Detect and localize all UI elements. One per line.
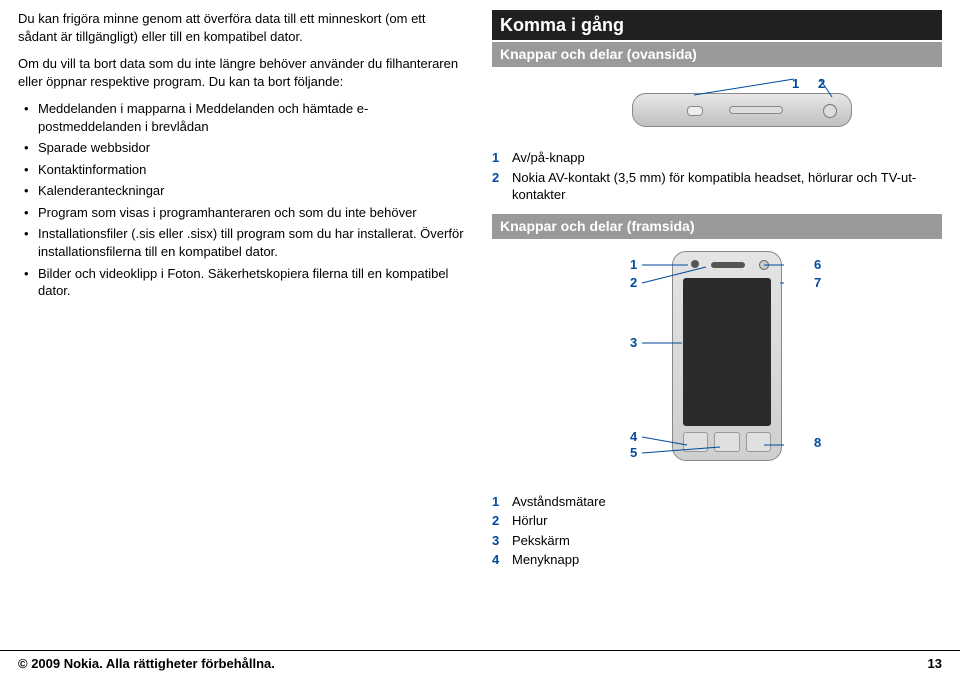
phone-top-diagram: 1 2 — [492, 75, 942, 139]
front-callout-2: 2 — [630, 275, 637, 290]
key-txt: Avståndsmätare — [512, 493, 942, 511]
sub-heading-front: Knappar och delar (framsida) — [492, 214, 942, 239]
front-callout-8: 8 — [814, 435, 821, 450]
top-callout-1: 1 — [792, 75, 799, 93]
key-row: 2 Hörlur — [492, 512, 942, 530]
list-item: Sparade webbsidor — [24, 139, 468, 157]
top-callout-2: 2 — [818, 75, 825, 93]
list-item: Bilder och videoklipp i Foton. Säkerhets… — [24, 265, 468, 300]
key-txt: Nokia AV-kontakt (3,5 mm) för kompatibla… — [512, 169, 942, 204]
key-num: 1 — [492, 493, 512, 511]
copyright: © 2009 Nokia. Alla rättigheter förbehåll… — [18, 655, 275, 673]
key-txt: Hörlur — [512, 512, 942, 530]
key-row: 2 Nokia AV-kontakt (3,5 mm) för kompatib… — [492, 169, 942, 204]
key-num: 2 — [492, 169, 512, 204]
list-item: Kalenderanteckningar — [24, 182, 468, 200]
phone-front-diagram: 1 2 3 4 5 6 7 8 — [492, 247, 942, 487]
front-callout-4: 4 — [630, 429, 638, 444]
key-row: 1 Av/på-knapp — [492, 149, 942, 167]
list-item: Meddelanden i mapparna i Meddelanden och… — [24, 100, 468, 135]
list-item: Installationsfiler (.sis eller .sisx) ti… — [24, 225, 468, 260]
delete-list: Meddelanden i mapparna i Meddelanden och… — [18, 100, 468, 299]
key-row: 3 Pekskärm — [492, 532, 942, 550]
top-key-list: 1 Av/på-knapp 2 Nokia AV-kontakt (3,5 mm… — [492, 149, 942, 204]
left-column: Du kan frigöra minne genom att överföra … — [18, 10, 468, 620]
key-txt: Pekskärm — [512, 532, 942, 550]
intro-p2: Om du vill ta bort data som du inte läng… — [18, 55, 468, 90]
key-num: 2 — [492, 512, 512, 530]
list-item: Kontaktinformation — [24, 161, 468, 179]
list-item: Program som visas i programhanteraren oc… — [24, 204, 468, 222]
key-txt: Av/på-knapp — [512, 149, 942, 167]
front-callout-7: 7 — [814, 275, 821, 290]
key-row: 4 Menyknapp — [492, 551, 942, 569]
sub-heading-top: Knappar och delar (ovansida) — [492, 42, 942, 67]
intro-p1: Du kan frigöra minne genom att överföra … — [18, 10, 468, 45]
key-num: 3 — [492, 532, 512, 550]
key-row: 1 Avståndsmätare — [492, 493, 942, 511]
front-callout-5: 5 — [630, 445, 637, 460]
front-callout-lines: 1 2 3 4 5 6 7 8 — [492, 247, 942, 487]
front-key-list: 1 Avståndsmätare 2 Hörlur 3 Pekskärm 4 M… — [492, 493, 942, 569]
right-column: Komma i gång Knappar och delar (ovansida… — [492, 10, 942, 620]
front-callout-1: 1 — [630, 257, 637, 272]
page-number: 13 — [928, 655, 942, 673]
front-callout-3: 3 — [630, 335, 637, 350]
front-callout-6: 6 — [814, 257, 821, 272]
key-txt: Menyknapp — [512, 551, 942, 569]
key-num: 4 — [492, 551, 512, 569]
main-heading: Komma i gång — [492, 10, 942, 40]
footer: © 2009 Nokia. Alla rättigheter förbehåll… — [0, 650, 960, 679]
key-num: 1 — [492, 149, 512, 167]
